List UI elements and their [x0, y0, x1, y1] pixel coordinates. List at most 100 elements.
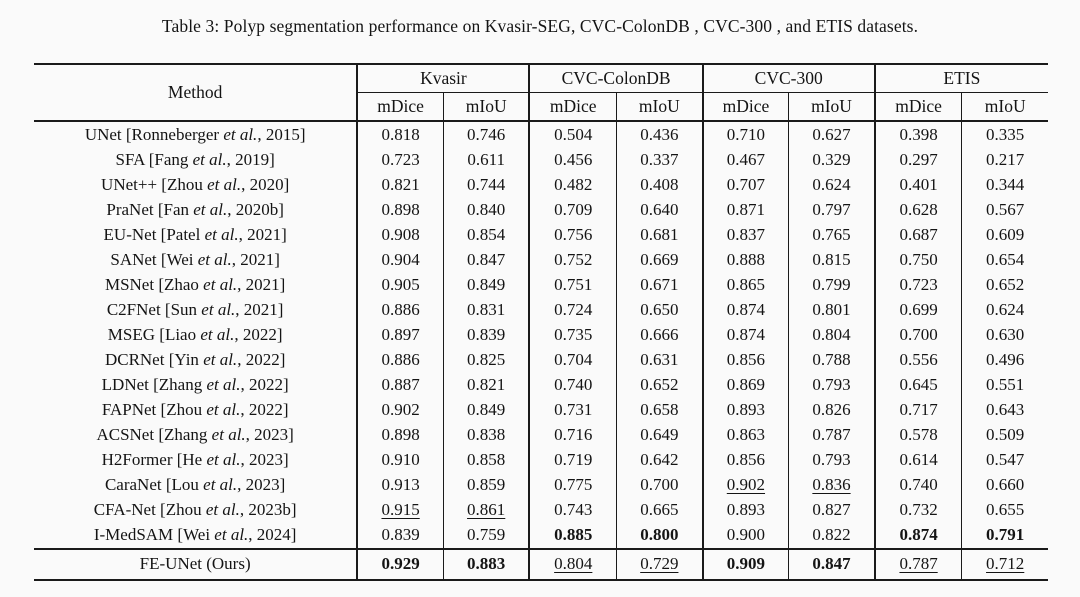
value-cell: 0.849 — [442, 272, 530, 298]
method-cell: PraNet [Fan et al., 2020b] — [106, 199, 284, 219]
value-cell: 0.547 — [961, 447, 1048, 473]
value-cell: 0.827 — [788, 497, 875, 523]
value-cell: 0.652 — [961, 272, 1048, 298]
col-header-kvasir-mdice: mDice — [356, 92, 444, 122]
value-cell: 0.874 — [701, 297, 789, 323]
value-cell: 0.643 — [961, 397, 1048, 423]
value-cell: 0.551 — [961, 372, 1048, 398]
value-cell: 0.743 — [528, 497, 617, 523]
value-cell: 0.723 — [873, 272, 962, 298]
value-cell: 0.665 — [616, 497, 703, 523]
value-cell: 0.640 — [616, 197, 703, 223]
value-cell: 0.913 — [356, 472, 444, 498]
value-cell: 0.649 — [616, 422, 703, 448]
value-cell: 0.801 — [788, 297, 875, 323]
value-cell: 0.909 — [701, 547, 789, 580]
value-cell: 0.869 — [701, 372, 789, 398]
value-cell: 0.746 — [442, 121, 530, 148]
value-cell: 0.804 — [788, 322, 875, 348]
value-cell: 0.719 — [528, 447, 617, 473]
value-cell: 0.839 — [442, 322, 530, 348]
value-cell: 0.874 — [701, 322, 789, 348]
value-cell: 0.793 — [788, 447, 875, 473]
value-cell: 0.650 — [616, 297, 703, 323]
value-cell: 0.716 — [528, 422, 617, 448]
value-cell: 0.687 — [873, 222, 962, 248]
col-group-etis: ETIS — [873, 64, 1048, 93]
value-cell: 0.611 — [442, 147, 530, 173]
method-cell: C2FNet [Sun et al., 2021] — [106, 299, 284, 319]
value-cell: 0.669 — [616, 247, 703, 273]
value-cell: 0.681 — [616, 222, 703, 248]
table-row: EU-Net [Patel et al., 2021] 0.908 0.854 0.7… — [34, 222, 1048, 248]
value-cell: 0.645 — [873, 372, 962, 398]
value-cell: 0.509 — [961, 422, 1048, 448]
col-group-cvc-colondb: CVC-ColonDB — [528, 64, 703, 93]
method-cell: FE-UNet (Ours) — [34, 547, 358, 580]
value-cell: 0.800 — [616, 522, 703, 549]
col-header-colondb-mdice: mDice — [528, 92, 617, 122]
value-cell: 0.335 — [961, 121, 1048, 148]
value-cell: 0.740 — [873, 472, 962, 498]
col-group-kvasir: Kvasir — [356, 64, 530, 93]
table-row: ACSNet [Zhang et al., 2023] 0.898 0.838 0.7… — [34, 422, 1048, 448]
value-cell: 0.849 — [442, 397, 530, 423]
col-header-cvc300-miou: mIoU — [788, 92, 875, 122]
value-cell: 0.614 — [873, 447, 962, 473]
header-row-groups: Method Kvasir CVC-ColonDB CVC-300 ETIS — [34, 64, 1048, 122]
value-cell: 0.217 — [961, 147, 1048, 173]
value-cell: 0.893 — [701, 497, 789, 523]
value-cell: 0.900 — [701, 522, 789, 549]
method-cell: EU-Net [Patel et al., 2021] — [103, 224, 287, 244]
value-cell: 0.717 — [873, 397, 962, 423]
value-cell: 0.408 — [616, 172, 703, 198]
value-cell: 0.885 — [528, 522, 617, 549]
value-cell: 0.759 — [442, 522, 530, 549]
value-cell: 0.908 — [356, 222, 444, 248]
col-header-etis-miou: mIoU — [961, 92, 1048, 122]
value-cell: 0.658 — [616, 397, 703, 423]
table-row: CFA-Net [Zhou et al., 2023b] 0.915 0.861 0.… — [34, 497, 1048, 523]
method-cell: MSNet [Zhao et al., 2021] — [104, 274, 286, 294]
value-cell: 0.751 — [528, 272, 617, 298]
value-cell: 0.825 — [442, 347, 530, 373]
value-cell: 0.818 — [356, 121, 444, 148]
table-row: I-MedSAM [Wei et al., 2024] 0.839 0.759 0.8… — [34, 522, 1048, 549]
col-header-cvc300-mdice: mDice — [701, 92, 789, 122]
value-cell: 0.904 — [356, 247, 444, 273]
value-cell: 0.815 — [788, 247, 875, 273]
method-cell: CFA-Net [Zhou et al., 2023b] — [93, 500, 297, 520]
value-cell: 0.630 — [961, 322, 1048, 348]
value-cell: 0.897 — [356, 322, 444, 348]
table-row: MSNet [Zhao et al., 2021] 0.905 0.849 0.751… — [34, 272, 1048, 298]
col-group-cvc-300: CVC-300 — [701, 64, 875, 93]
col-header-method: Method — [34, 64, 358, 122]
value-cell: 0.735 — [528, 322, 617, 348]
value-cell: 0.652 — [616, 372, 703, 398]
value-cell: 0.699 — [873, 297, 962, 323]
value-cell: 0.821 — [442, 372, 530, 398]
table-row: FAPNet [Zhou et al., 2022] 0.902 0.849 0.73… — [34, 397, 1048, 423]
value-cell: 0.856 — [701, 347, 789, 373]
value-cell: 0.865 — [701, 272, 789, 298]
method-cell: H2Former [He et al., 2023] — [101, 450, 289, 470]
value-cell: 0.856 — [701, 447, 789, 473]
value-cell: 0.556 — [873, 347, 962, 373]
method-cell: FAPNet [Zhou et al., 2022] — [101, 400, 289, 420]
value-cell: 0.874 — [873, 522, 962, 549]
value-cell: 0.804 — [528, 547, 617, 580]
value-cell: 0.840 — [442, 197, 530, 223]
value-cell: 0.854 — [442, 222, 530, 248]
value-cell: 0.838 — [442, 422, 530, 448]
value-cell: 0.793 — [788, 372, 875, 398]
value-cell: 0.482 — [528, 172, 617, 198]
col-header-kvasir-miou: mIoU — [442, 92, 530, 122]
method-cell: ACSNet [Zhang et al., 2023] — [96, 425, 294, 445]
table-caption: Table 3: Polyp segmentation performance … — [161, 16, 919, 36]
value-cell: 0.797 — [788, 197, 875, 223]
value-cell: 0.401 — [873, 172, 962, 198]
value-cell: 0.609 — [961, 222, 1048, 248]
method-cell: LDNet [Zhang et al., 2022] — [101, 374, 289, 394]
value-cell: 0.642 — [616, 447, 703, 473]
method-cell: MSEG [Liao et al., 2022] — [107, 324, 283, 344]
